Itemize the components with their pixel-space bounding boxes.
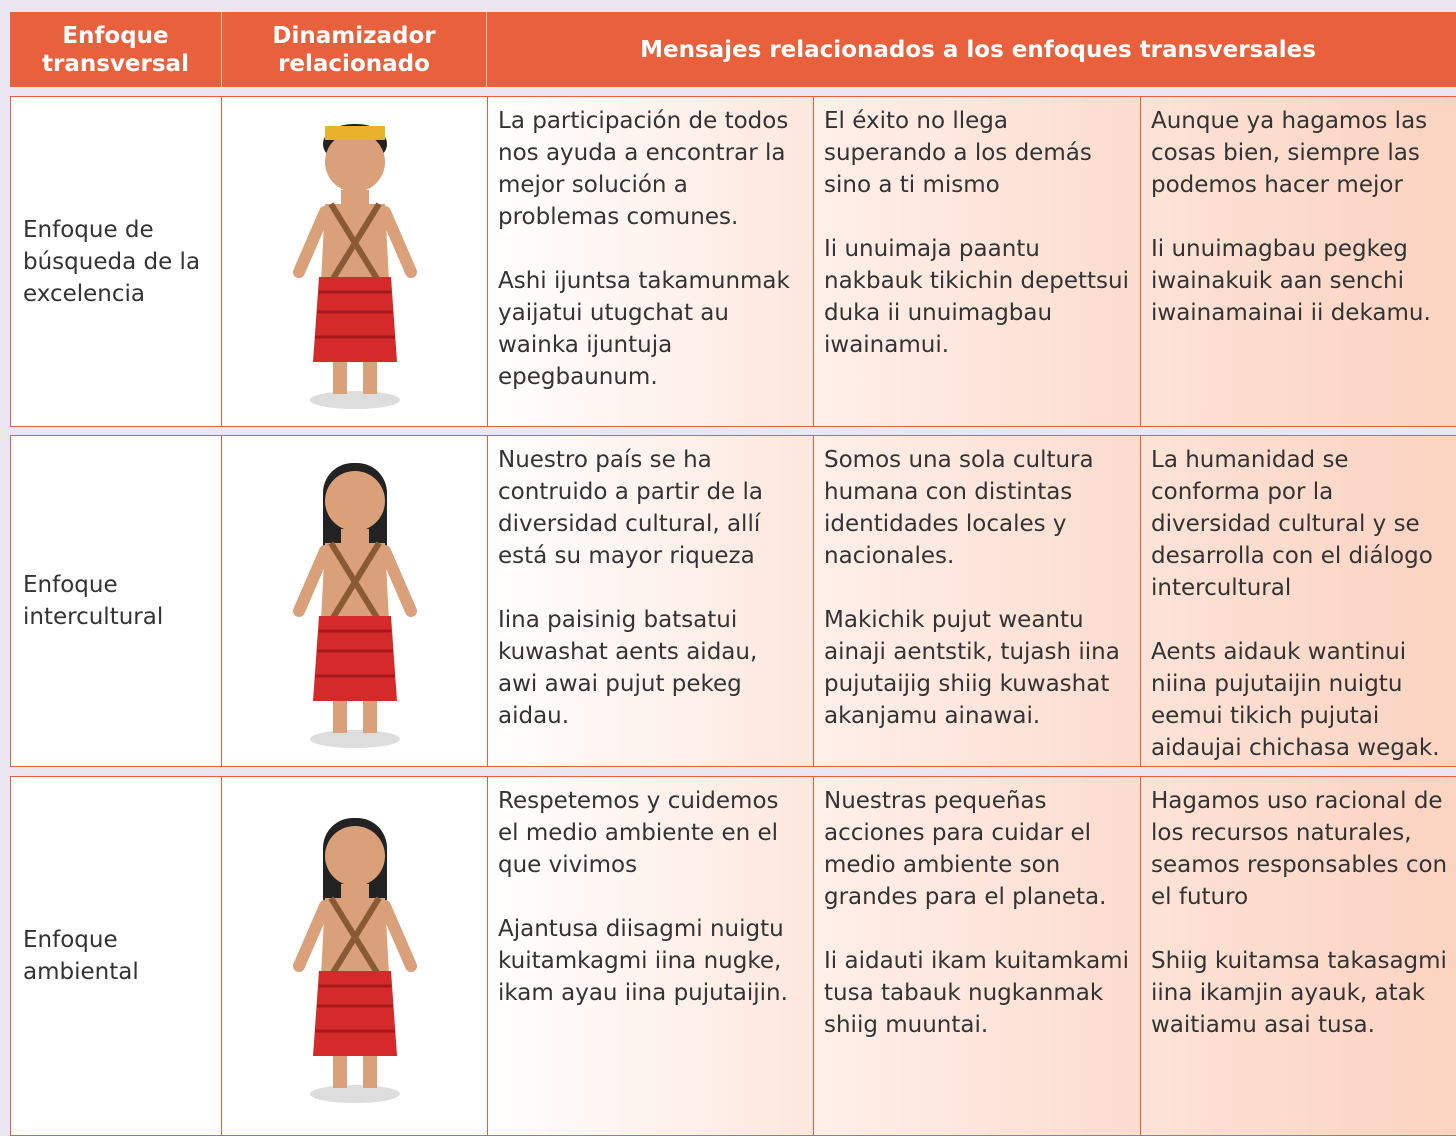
message-spanish: La participación de todos nos ayuda a en…	[498, 108, 789, 230]
message-cell: Nuestras pequeñas acciones para cuidar e…	[813, 776, 1140, 1136]
header-cell: Enfoque transversal	[10, 12, 222, 87]
character-illustration	[292, 123, 417, 409]
header-cell: Dinamizador relacionado	[222, 12, 487, 87]
message-awajun: Ii unuimagbau pegkeg iwainakuik aan senc…	[1151, 236, 1431, 326]
message-cell: Respetemos y cuidemos el medio ambiente …	[487, 776, 813, 1136]
message-spanish: Respetemos y cuidemos el medio ambiente …	[498, 788, 779, 878]
message-cell: La participación de todos nos ayuda a en…	[487, 96, 813, 427]
message-awajun: Makichik pujut weantu ainaji aentstik, t…	[824, 607, 1120, 729]
character-illustration	[292, 463, 417, 748]
message-cell: Aunque ya hagamos las cosas bien, siempr…	[1140, 96, 1456, 427]
figure-cell	[222, 435, 487, 767]
message-spanish: Somos una sola cultura humana con distin…	[824, 447, 1094, 569]
message-spanish: Nuestro país se ha contruido a partir de…	[498, 447, 763, 569]
message-awajun: Shiig kuitamsa takasagmi iina ikamjin ay…	[1151, 948, 1447, 1038]
approach-cell: Enfoque intercultural	[10, 435, 222, 767]
message-spanish: El éxito no llega superando a los demás …	[824, 108, 1092, 198]
message-cell: Somos una sola cultura humana con distin…	[813, 435, 1140, 767]
header-cell: Mensajes relacionados a los enfoques tra…	[487, 12, 1456, 87]
message-awajun: Ii aidauti ikam kuitamkami tusa tabauk n…	[824, 948, 1129, 1038]
message-awajun: Ii unuimaja paantu nakbauk tikichin depe…	[824, 236, 1129, 358]
message-awajun: Ashi ijuntsa takamunmak yaijatui utugcha…	[498, 268, 790, 390]
message-spanish: La humanidad se conforma por la diversid…	[1151, 447, 1433, 601]
message-spanish: Hagamos uso racional de los recursos nat…	[1151, 788, 1448, 910]
character-illustration	[292, 818, 417, 1103]
figure-cell	[222, 776, 487, 1136]
message-cell: Hagamos uso racional de los recursos nat…	[1140, 776, 1456, 1136]
figure-cell	[222, 96, 487, 427]
message-awajun: Ajantusa diisagmi nuigtu kuitamkagmi iin…	[498, 916, 788, 1006]
message-awajun: Aents aidauk wantinui niina pujutaijin n…	[1151, 639, 1440, 761]
message-cell: La humanidad se conforma por la diversid…	[1140, 435, 1456, 767]
message-spanish: Aunque ya hagamos las cosas bien, siempr…	[1151, 108, 1428, 198]
message-cell: El éxito no llega superando a los demás …	[813, 96, 1140, 427]
message-awajun: Iina paisinig batsatui kuwashat aents ai…	[498, 607, 758, 729]
message-spanish: Nuestras pequeñas acciones para cuidar e…	[824, 788, 1107, 910]
approach-cell: Enfoque de búsqueda de la excelencia	[10, 96, 222, 427]
approach-cell: Enfoque ambiental	[10, 776, 222, 1136]
message-cell: Nuestro país se ha contruido a partir de…	[487, 435, 813, 767]
